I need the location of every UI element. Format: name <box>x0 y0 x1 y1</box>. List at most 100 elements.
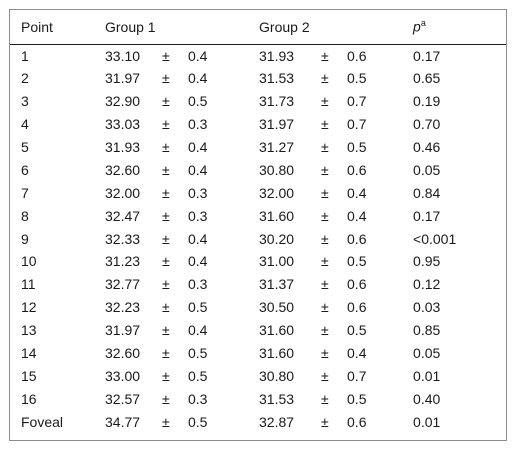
cell-group1-sd: 0.3 <box>188 390 208 407</box>
cell-group2-sd: 0.6 <box>347 161 367 178</box>
cell-group1-sd: 0.3 <box>188 184 208 201</box>
table-row: 14 32.60 ±0.5 31.60 ±0.4 0.05 <box>10 342 506 365</box>
cell-group2-pm: ± <box>321 47 329 64</box>
cell-group1-pm: ± <box>162 207 170 224</box>
table-row: 4 33.03 ±0.3 31.97 ±0.7 0.70 <box>10 113 506 136</box>
cell-p-value: 0.03 <box>413 299 441 316</box>
cell-group2-pm: ± <box>321 345 329 362</box>
cell-p-value: 0.19 <box>413 93 441 110</box>
cell-group2-mean: 30.50 <box>259 299 295 316</box>
cell-group2-sd: 0.5 <box>347 322 367 339</box>
cell-group2-sd: 0.6 <box>347 276 367 293</box>
cell-group1-sd: 0.4 <box>188 322 208 339</box>
cell-group2-mean: 31.93 <box>259 47 295 64</box>
cell-group1-mean: 31.23 <box>105 253 141 270</box>
cell-point: 1 <box>21 47 29 64</box>
table-row: 6 32.60 ±0.4 30.80 ±0.6 0.05 <box>10 158 506 181</box>
cell-point: 10 <box>21 253 37 270</box>
comparison-table: Point Group 1 Group 2 pa 1 33.10 ±0.4 31.93… <box>10 10 506 433</box>
cell-group2-pm: ± <box>321 184 329 201</box>
cell-group2-mean: 32.87 <box>259 413 295 430</box>
cell-group1-mean: 32.00 <box>105 184 141 201</box>
cell-group1-mean: 32.57 <box>105 390 141 407</box>
cell-group2-mean: 30.80 <box>259 161 295 178</box>
cell-group2-sd: 0.6 <box>347 47 367 64</box>
table-row: 11 32.77 ±0.3 31.37 ±0.6 0.12 <box>10 273 506 296</box>
header-p-letter: p <box>413 19 421 36</box>
cell-p-value: 0.05 <box>413 161 441 178</box>
cell-group1-pm: ± <box>162 413 170 430</box>
cell-p-value: 0.46 <box>413 139 441 155</box>
cell-p-value: 0.70 <box>413 116 441 133</box>
cell-group1-pm: ± <box>162 276 170 293</box>
cell-point: 15 <box>21 367 37 384</box>
data-table-container: Point Group 1 Group 2 pa 1 33.10 ±0.4 31.93… <box>9 9 507 441</box>
cell-group2-pm: ± <box>321 139 329 155</box>
cell-p-value: 0.17 <box>413 207 441 224</box>
cell-group1-pm: ± <box>162 93 170 110</box>
cell-group1-sd: 0.5 <box>188 299 208 316</box>
cell-p-value: 0.95 <box>413 253 441 270</box>
cell-group1-mean: 32.33 <box>105 230 141 247</box>
cell-group2-mean: 32.00 <box>259 184 295 201</box>
cell-group2-pm: ± <box>321 116 329 133</box>
cell-group1-mean: 32.77 <box>105 276 141 293</box>
cell-group2-sd: 0.4 <box>347 345 367 362</box>
cell-group2-mean: 31.27 <box>259 139 295 155</box>
cell-group2-sd: 0.6 <box>347 230 367 247</box>
table-row: 16 32.57 ±0.3 31.53 ±0.5 0.40 <box>10 387 506 410</box>
cell-group2-pm: ± <box>321 70 329 87</box>
cell-group2-pm: ± <box>321 413 329 430</box>
cell-group1-sd: 0.5 <box>188 413 208 430</box>
header-p-value: pa <box>413 10 506 45</box>
cell-group1-pm: ± <box>162 47 170 64</box>
cell-group1-pm: ± <box>162 367 170 384</box>
cell-group2-pm: ± <box>321 322 329 339</box>
cell-point: 8 <box>21 207 29 224</box>
cell-group1-pm: ± <box>162 299 170 316</box>
cell-group1-mean: 32.47 <box>105 207 141 224</box>
cell-group1-mean: 32.60 <box>105 345 141 362</box>
cell-group2-mean: 31.60 <box>259 207 295 224</box>
cell-group1-sd: 0.5 <box>188 345 208 362</box>
cell-group2-sd: 0.6 <box>347 299 367 316</box>
table-row: 7 32.00 ±0.3 32.00 ±0.4 0.84 <box>10 181 506 204</box>
table-row: Foveal 34.77 ±0.5 32.87 ±0.6 0.01 <box>10 410 506 433</box>
cell-p-value: 0.85 <box>413 322 441 339</box>
cell-group2-mean: 30.20 <box>259 230 295 247</box>
cell-group1-mean: 32.90 <box>105 93 141 110</box>
cell-group1-sd: 0.4 <box>188 161 208 178</box>
cell-group1-pm: ± <box>162 184 170 201</box>
cell-point: 3 <box>21 93 29 110</box>
cell-group1-sd: 0.3 <box>188 207 208 224</box>
cell-group1-pm: ± <box>162 390 170 407</box>
cell-point: 9 <box>21 230 29 247</box>
cell-p-value: 0.01 <box>413 367 441 384</box>
cell-group1-mean: 31.97 <box>105 322 141 339</box>
header-group1: Group 1 <box>105 10 260 45</box>
cell-p-value: 0.84 <box>413 184 441 201</box>
table-row: 2 31.97 ±0.4 31.53 ±0.5 0.65 <box>10 67 506 90</box>
cell-group1-pm: ± <box>162 322 170 339</box>
table-body: 1 33.10 ±0.4 31.93 ±0.6 0.17 2 31.97 ±0.4 31.53 ±0… <box>10 44 506 433</box>
cell-group2-mean: 31.97 <box>259 116 295 133</box>
cell-group1-pm: ± <box>162 116 170 133</box>
table-row: 10 31.23 ±0.4 31.00 ±0.5 0.95 <box>10 250 506 273</box>
cell-group2-sd: 0.5 <box>347 139 367 155</box>
cell-group1-pm: ± <box>162 230 170 247</box>
cell-point: 7 <box>21 184 29 201</box>
cell-group2-mean: 31.60 <box>259 322 295 339</box>
cell-group2-pm: ± <box>321 367 329 384</box>
cell-p-value: 0.01 <box>413 413 441 430</box>
cell-point: 5 <box>21 139 29 155</box>
cell-group1-pm: ± <box>162 253 170 270</box>
cell-group1-mean: 32.23 <box>105 299 141 316</box>
cell-group1-sd: 0.3 <box>188 116 208 133</box>
table-row: 15 33.00 ±0.5 30.80 ±0.7 0.01 <box>10 364 506 387</box>
cell-group1-sd: 0.4 <box>188 70 208 87</box>
cell-group2-sd: 0.4 <box>347 207 367 224</box>
cell-group1-sd: 0.4 <box>188 139 208 155</box>
table-row: 1 33.10 ±0.4 31.93 ±0.6 0.17 <box>10 44 506 67</box>
cell-point: 2 <box>21 70 29 87</box>
cell-group1-sd: 0.4 <box>188 253 208 270</box>
